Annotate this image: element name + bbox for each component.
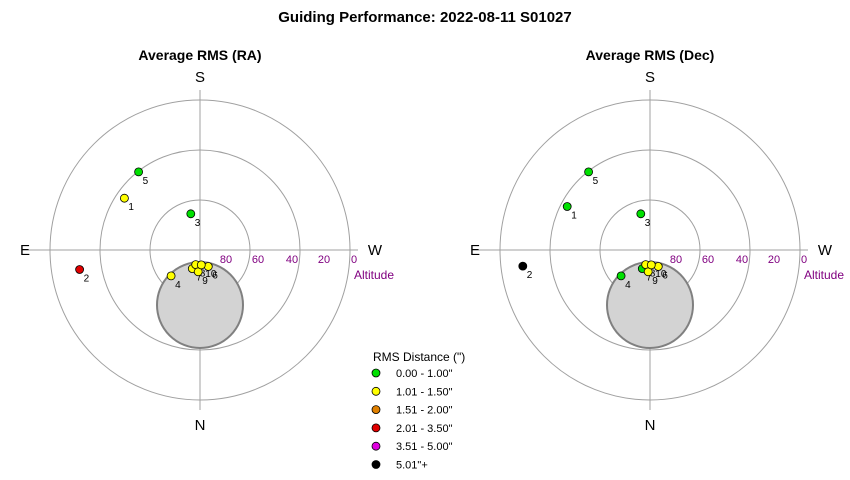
legend-marker (371, 386, 381, 396)
data-point-label-9: 9 (652, 276, 658, 287)
data-point-label-2: 2 (84, 274, 90, 285)
data-point-label-6: 6 (212, 271, 218, 282)
altitude-tick-label: 80 (670, 254, 682, 266)
data-point-label-5: 5 (593, 176, 599, 187)
chart-subtitle: Average RMS (Dec) (586, 47, 715, 63)
legend-entry-label: 0.00 - 1.00" (396, 368, 453, 380)
data-point-2 (75, 265, 84, 274)
data-point-4 (616, 271, 626, 281)
direction-south: S (195, 69, 205, 86)
data-point-label-4: 4 (625, 280, 631, 291)
data-point-label-3: 3 (645, 218, 651, 229)
altitude-axis-label: Altitude (804, 268, 844, 282)
data-point-label-10: 10 (205, 269, 217, 280)
legend-marker (371, 423, 381, 433)
data-point-label-7: 7 (646, 273, 652, 284)
data-point-label-3: 3 (195, 218, 201, 229)
legend-entry-label: 1.01 - 1.50" (396, 386, 453, 398)
altitude-tick-label: 60 (702, 254, 714, 266)
altitude-tick-label: 40 (736, 254, 748, 266)
data-point-1 (562, 202, 572, 211)
altitude-tick-label: 60 (252, 254, 264, 266)
legend-entry-label: 1.51 - 2.00" (396, 405, 453, 417)
data-point-label-5: 5 (143, 176, 149, 187)
altitude-tick-label: 0 (801, 254, 807, 266)
polar-chart-1: Average RMS (RA) S N E W 80 60 40 20 0 Altitude 1 2 3… (20, 47, 394, 434)
data-point-label-9: 9 (202, 276, 208, 287)
direction-north: N (195, 417, 206, 434)
data-point-4 (166, 271, 176, 281)
legend-title: RMS Distance (") (373, 350, 465, 364)
direction-east: E (470, 242, 480, 259)
chart-title: Guiding Performance: 2022-08-11 S01027 (278, 9, 572, 26)
data-point-label-4: 4 (175, 280, 181, 291)
data-point-label-1: 1 (571, 211, 577, 222)
data-point-label-2: 2 (527, 270, 533, 281)
data-point-label-10: 10 (655, 269, 667, 280)
data-point-2 (518, 261, 528, 271)
direction-east: E (20, 242, 30, 259)
data-point-label-8: 8 (650, 269, 656, 280)
altitude-axis-label: Altitude (354, 268, 394, 282)
legend-entry-label: 2.01 - 3.50" (396, 423, 453, 435)
legend-entry-label: 3.51 - 5.00" (396, 441, 453, 453)
direction-south: S (645, 69, 655, 86)
data-point-10 (196, 260, 206, 270)
data-point-label-8: 8 (200, 269, 206, 280)
data-point-label-1: 1 (128, 202, 134, 213)
direction-west: W (368, 242, 383, 259)
legend-marker (371, 441, 381, 451)
data-point-3 (186, 209, 196, 219)
legend: RMS Distance (") 0.00 - 1.00" 1.01 - 1.50"… (371, 350, 465, 472)
data-point-10 (646, 260, 656, 270)
legend-marker (371, 460, 381, 469)
polar-chart-2: Average RMS (Dec) S N E W 80 60 40 20 0 Altitude 1 2… (470, 47, 844, 434)
legend-entry-label: 5.01"+ (396, 460, 428, 472)
legend-marker (371, 405, 381, 415)
data-point-label-6: 6 (662, 271, 668, 282)
data-point-label-7: 7 (196, 273, 202, 284)
altitude-tick-label: 0 (351, 254, 357, 266)
legend-marker (371, 368, 381, 378)
data-point-5 (134, 167, 144, 177)
direction-west: W (818, 242, 833, 259)
data-point-5 (584, 167, 593, 177)
altitude-tick-label: 80 (220, 254, 232, 266)
data-point-1 (120, 193, 129, 203)
chart-subtitle: Average RMS (RA) (138, 47, 261, 63)
data-point-3 (636, 209, 646, 219)
altitude-tick-label: 40 (286, 254, 298, 266)
direction-north: N (645, 417, 656, 434)
altitude-tick-label: 20 (318, 254, 330, 266)
altitude-tick-label: 20 (768, 254, 780, 266)
